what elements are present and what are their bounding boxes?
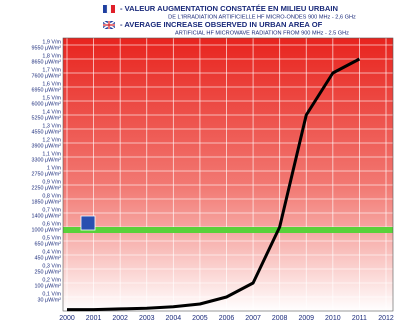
y-tick-power-label: 1400 µW/m² (32, 213, 62, 219)
flag-uk (102, 20, 116, 30)
y-tick-label: 0,3 V/m (42, 263, 61, 269)
y-tick-label: 0,2 V/m (42, 277, 61, 283)
y-tick-label: 1,5 V/m (42, 95, 61, 101)
x-tick-label: 2010 (325, 315, 341, 322)
threshold-band (63, 227, 393, 233)
x-tick-label: 2012 (378, 315, 394, 322)
y-tick-power-label: 30 µW/m² (38, 297, 62, 303)
y-tick-power-label: 2250 µW/m² (32, 185, 62, 191)
flag-fr (103, 4, 115, 14)
x-tick-label: 2001 (86, 315, 102, 322)
y-tick-power-label: 6000 µW/m² (32, 101, 62, 107)
y-tick-label: 1,7 V/m (42, 67, 61, 73)
y-tick-power-label: 250 µW/m² (35, 269, 62, 275)
title-en-1: - AVERAGE INCREASE OBSERVED IN URBAN ARE… (120, 20, 323, 29)
y-tick-power-label: 450 µW/m² (35, 255, 62, 261)
y-tick-label: 0,1 V/m (42, 291, 61, 297)
plot-border (62, 37, 394, 312)
y-tick-power-label: 9550 µW/m² (32, 45, 62, 51)
y-tick-power-label: 650 µW/m² (35, 241, 62, 247)
y-tick-label: 1,4 V/m (42, 109, 61, 115)
y-tick-power-label: 1000 µW/m² (32, 227, 62, 233)
y-tick-label: 1,6 V/m (42, 81, 61, 87)
y-tick-label: 0,4 V/m (42, 249, 61, 255)
y-tick-label: 0,6 V/m (42, 221, 61, 227)
y-tick-power-label: 4550 µW/m² (32, 129, 62, 135)
x-tick-label: 2003 (139, 315, 155, 322)
y-tick-label: 1,1 V/m (42, 151, 61, 157)
y-tick-power-label: 5250 µW/m² (32, 115, 62, 121)
y-tick-label: 1,9 V/m (42, 39, 61, 45)
title-en-2: ARTIFICIAL HF MICROWAVE RADIATION FROM 9… (175, 30, 349, 36)
data-line (67, 57, 361, 312)
y-tick-label: 1,3 V/m (42, 123, 61, 129)
x-tick-label: 2011 (352, 315, 367, 322)
x-tick-label: 2005 (192, 315, 208, 322)
y-tick-power-label: 1850 µW/m² (32, 199, 62, 205)
y-tick-label: 0,8 V/m (42, 193, 61, 199)
y-tick-power-label: 2750 µW/m² (32, 171, 62, 177)
logo (80, 215, 96, 231)
y-tick-power-label: 3300 µW/m² (32, 157, 62, 163)
x-tick-label: 2000 (59, 315, 75, 322)
y-tick-label: 0,7 V/m (42, 207, 61, 213)
title-fr-2: DE L'IRRADIATION ARTIFICIELLE HF MICRO-O… (168, 14, 356, 20)
x-tick-label: 2007 (245, 315, 261, 322)
y-tick-power-label: 8650 µW/m² (32, 59, 62, 65)
y-tick-label: 1 V/m (47, 165, 62, 171)
y-tick-label: 1,8 V/m (42, 53, 61, 59)
y-tick-power-label: 3900 µW/m² (32, 143, 62, 149)
y-tick-label: 1,2 V/m (42, 137, 61, 143)
y-tick-label: 0,9 V/m (42, 179, 61, 185)
plot-area (63, 38, 393, 311)
title-fr-1: - VALEUR AUGMENTATION CONSTATÉE EN MILIE… (120, 4, 338, 13)
y-tick-power-label: 100 µW/m² (35, 283, 62, 289)
x-tick-label: 2006 (219, 315, 235, 322)
x-tick-label: 2008 (272, 315, 288, 322)
x-tick-label: 2002 (112, 315, 128, 322)
y-tick-label: 0,5 V/m (42, 235, 61, 241)
y-tick-power-label: 6950 µW/m² (32, 87, 62, 93)
x-tick-label: 2004 (166, 315, 182, 322)
y-tick-power-label: 7600 µW/m² (32, 73, 62, 79)
x-tick-label: 2009 (298, 315, 314, 322)
